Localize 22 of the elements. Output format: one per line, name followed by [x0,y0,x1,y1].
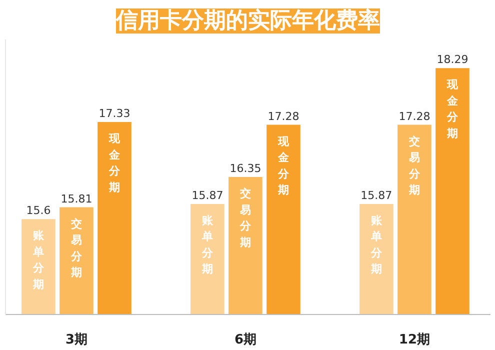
data-label: 18.29 [436,53,468,66]
text: 交易分期 [240,187,251,249]
series-label: 交易分期 [70,217,83,280]
x-tick-label: 3期 [65,332,88,348]
text: 账单分期 [370,214,382,276]
text: 账单分期 [202,214,213,276]
data-label: 17.28 [398,110,430,123]
data-label: 15.87 [360,188,392,202]
text: 现金分期 [278,134,289,197]
text: 现金分期 [446,78,458,140]
series-label: 账单分期 [32,229,45,291]
series-label: 现金分期 [108,132,121,194]
data-label: 15.81 [60,192,92,206]
data-label: 15.87 [192,188,224,202]
x-tick-label: 6期 [234,332,256,348]
data-label: 17.33 [98,107,130,120]
data-label: 17.28 [268,110,300,123]
text: 交易分期 [408,134,420,197]
x-tick-label: 12期 [398,332,430,348]
data-label: 15.6 [26,204,51,218]
data-label: 16.35 [230,162,262,175]
chart-title: 信用卡分期的实际年化费率 [115,8,380,34]
